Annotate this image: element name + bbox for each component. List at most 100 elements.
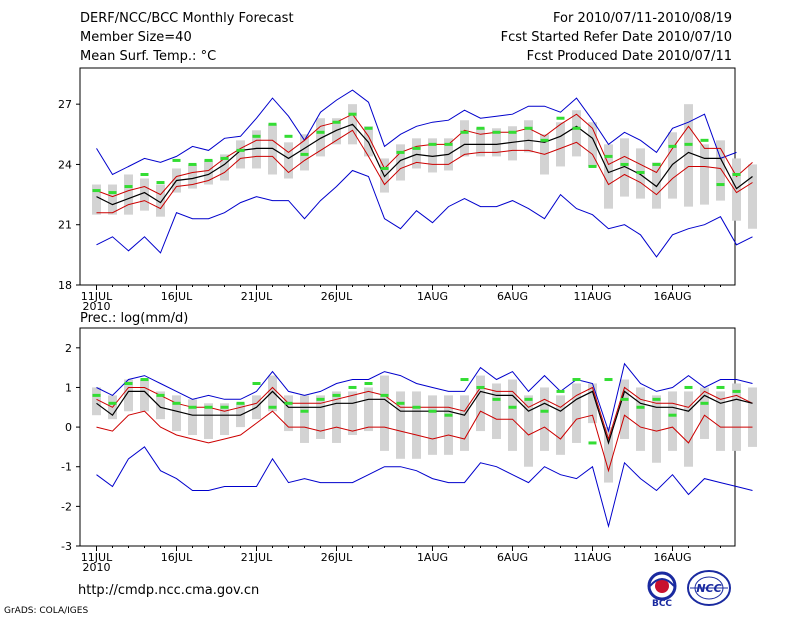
spread-box (508, 126, 517, 161)
spread-box (684, 104, 693, 207)
x-year-label: 2010 (83, 561, 111, 574)
spread-box (188, 164, 197, 189)
spread-box (684, 391, 693, 467)
spread-box (92, 387, 101, 416)
spread-box (668, 132, 677, 199)
x-tick-label: 1AUG (417, 551, 448, 564)
x-year-label: 2010 (83, 300, 111, 313)
spread-box (732, 383, 741, 451)
footer-url[interactable]: http://cmdp.ncc.cma.gov.cn (78, 583, 260, 598)
spread-box (732, 158, 741, 221)
upper-line (96, 113, 753, 198)
x-tick-label: 6AUG (497, 290, 528, 303)
spread-box (476, 128, 485, 157)
spread-box (108, 184, 117, 215)
max-line (96, 362, 753, 433)
x-tick-label: 11JUL (81, 551, 113, 564)
spread-box (156, 184, 165, 217)
y-tick-label: 1 (65, 381, 72, 394)
min-line (96, 446, 753, 529)
x-tick-label: 16JUL (161, 290, 193, 303)
x-tick-label: 16AUG (653, 290, 691, 303)
grads-credit: GrADS: COLA/IGES (4, 606, 89, 616)
spread-box (492, 383, 501, 439)
mean-line (96, 390, 753, 445)
y-tick-label: -2 (61, 500, 72, 513)
spread-box (620, 138, 629, 197)
spread-box (412, 138, 421, 169)
y-tick-label: 2 (65, 342, 72, 355)
mean-line (96, 123, 753, 206)
spread-box (396, 391, 405, 459)
x-tick-label: 16JUL (161, 551, 193, 564)
spread-box (124, 379, 133, 412)
forecast-start-date: Fcst Started Refer Date 2010/07/10 (500, 30, 732, 45)
y-tick-label: 24 (58, 158, 72, 171)
ncc-logo-text: NCC (696, 582, 721, 595)
spread-box (220, 403, 229, 436)
x-tick-label: 6AUG (497, 551, 528, 564)
spread-box (348, 391, 357, 436)
spread-box (700, 387, 709, 439)
spread-box (396, 144, 405, 181)
x-tick-label: 21JUL (241, 290, 273, 303)
x-tick-label: 26JUL (321, 290, 353, 303)
spread-box (172, 395, 181, 432)
spread-box (668, 391, 677, 451)
x-tick-label: 11JUL (81, 290, 113, 303)
ncc-logo: NCC (687, 570, 731, 606)
y-tick-label: 18 (58, 279, 72, 292)
bcc-logo-text: BCC (652, 599, 672, 608)
spread-box (556, 395, 565, 455)
spread-box (508, 379, 517, 451)
spread-box (92, 184, 101, 215)
spread-box (588, 122, 597, 167)
x-tick-label: 11AUG (573, 290, 611, 303)
spread-box (236, 140, 245, 169)
spread-box (364, 126, 373, 157)
y-tick-label: 0 (65, 421, 72, 434)
x-tick-label: 16AUG (653, 551, 691, 564)
forecast-produced-date: Fcst Produced Date 2010/07/11 (526, 49, 732, 64)
spread-box (716, 140, 725, 201)
x-tick-label: 21JUL (241, 551, 273, 564)
panel-title: Prec.: log(mm/d) (80, 311, 188, 326)
spread-box (588, 383, 597, 424)
spread-box (460, 395, 469, 451)
spread-box (524, 395, 533, 467)
x-tick-label: 1AUG (417, 290, 448, 303)
spread-box (540, 387, 549, 451)
spread-box (188, 399, 197, 436)
spread-box (444, 395, 453, 455)
x-tick-label: 26JUL (321, 551, 353, 564)
spread-box (492, 128, 501, 157)
spread-box (460, 120, 469, 157)
spread-box (428, 395, 437, 455)
x-tick-label: 11AUG (573, 551, 611, 564)
spread-box (284, 142, 293, 179)
spread-box (252, 130, 261, 169)
spread-box (124, 174, 133, 215)
spread-box (316, 118, 325, 157)
spread-box (140, 379, 149, 412)
spread-box (636, 387, 645, 451)
y-tick-label: -3 (61, 540, 72, 553)
min-line (96, 169, 753, 258)
spread-box (716, 391, 725, 451)
spread-box (556, 122, 565, 167)
spread-box (412, 391, 421, 459)
spread-box (572, 110, 581, 157)
spread-box (268, 375, 277, 412)
spread-box (268, 124, 277, 175)
lower-line (96, 410, 753, 473)
y-tick-label: -1 (61, 461, 72, 474)
spread-box (604, 427, 613, 483)
spread-box (156, 391, 165, 420)
spread-box (364, 387, 373, 432)
spread-box (748, 387, 757, 447)
spread-box (428, 138, 437, 173)
variable-label: Mean Surf. Temp.: °C (80, 49, 217, 64)
spread-box (524, 120, 533, 153)
y-tick-label: 21 (58, 219, 72, 232)
